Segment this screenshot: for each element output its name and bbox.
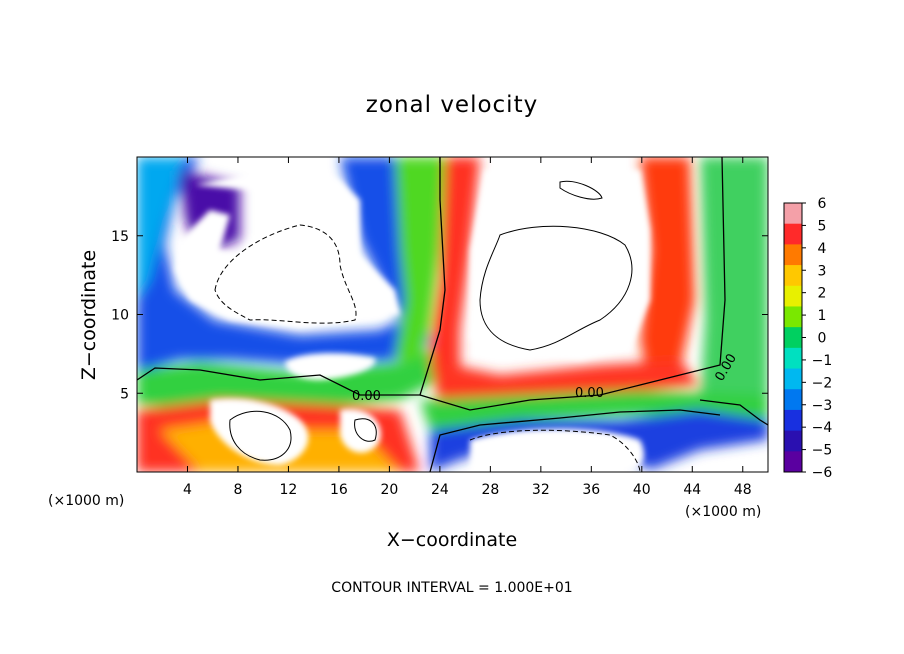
- colorbar-swatch: [784, 430, 802, 452]
- field-green-lower: [420, 390, 768, 430]
- contour-zero-left: [137, 157, 446, 396]
- field-white-upper-right: [470, 170, 650, 360]
- contour-interval-text: CONTOUR INTERVAL = 1.000E+01: [331, 580, 572, 596]
- colorbar-swatch: [784, 347, 802, 370]
- field-red-column: [430, 157, 480, 390]
- contour-dashed: [214, 224, 641, 472]
- colorbar-tick-label: −4: [812, 420, 833, 436]
- field-white-lower-mid: [470, 428, 644, 472]
- contour-positive-lower-left: [229, 410, 292, 461]
- field-white-upper-left: [175, 170, 400, 328]
- contour-label: 0.00: [352, 389, 381, 404]
- x-axis-label: X−coordinate: [387, 529, 517, 551]
- x-tick-label: 24: [431, 482, 449, 498]
- colorbar-swatch: [784, 265, 802, 287]
- heatmap-field: [137, 157, 768, 472]
- field-green-column: [395, 157, 445, 360]
- chart-title: zonal velocity: [366, 92, 538, 118]
- colorbar-tick-label: 1: [818, 308, 827, 324]
- colorbar-tick-label: −6: [812, 465, 833, 481]
- colorbar-tick-label: 6: [818, 196, 827, 212]
- colorbar-swatch: [784, 306, 802, 328]
- y-tick-label: 15: [111, 229, 129, 245]
- colorbar-swatch: [784, 203, 802, 225]
- x-tick-label: 36: [582, 482, 600, 498]
- y-axis: 5 10 15: [111, 229, 768, 402]
- x-tick-label: 12: [280, 482, 298, 498]
- field-blue-lower-right: [430, 410, 768, 472]
- colorbar-tick-label: 4: [818, 241, 827, 257]
- colorbar-tick-label: 2: [818, 286, 827, 302]
- contour-positive-small: [559, 180, 603, 200]
- x-tick-label: 44: [683, 482, 701, 498]
- colorbar-tick-label: −5: [812, 443, 833, 459]
- contour-lines: [137, 157, 768, 472]
- field-white-lower-left: [210, 398, 309, 465]
- field-green-right: [700, 157, 768, 400]
- contour-zero-mid: [419, 157, 726, 411]
- contour-positive-upper-right: [479, 225, 633, 351]
- x-tick-label: 32: [532, 482, 550, 498]
- x-tick-label: 8: [233, 482, 242, 498]
- field-white-lens: [285, 353, 376, 380]
- colorbar-tick-label: −3: [812, 398, 833, 414]
- contour-label: 0.00: [575, 386, 604, 401]
- colorbar-tick-label: 5: [818, 218, 827, 234]
- contour-negative-lower: [469, 429, 641, 472]
- colorbar-tick-label: 3: [818, 263, 827, 279]
- x-tick-label: 16: [330, 482, 348, 498]
- x-unit-left: (×1000 m): [48, 493, 124, 509]
- colorbar-swatch: [784, 244, 802, 266]
- y-tick-label: 5: [120, 386, 129, 402]
- y-tick-label: 10: [111, 308, 129, 324]
- colorbar-tick-label: −2: [812, 375, 833, 391]
- colorbar-swatch: [784, 285, 802, 307]
- contour-zero-lower: [429, 409, 721, 472]
- x-axis: 4 8 12 16 20 24 28 32 36 40 44 48: [183, 157, 752, 498]
- colorbar-tick-label: −1: [812, 353, 833, 369]
- colorbar-tick-label: 0: [818, 331, 827, 347]
- colorbar-swatch: [784, 368, 802, 390]
- x-tick-label: 28: [481, 482, 499, 498]
- colorbar-swatch: [784, 409, 802, 432]
- x-tick-label: 20: [380, 482, 398, 498]
- x-tick-label: 4: [183, 482, 192, 498]
- field-cyan-left: [137, 157, 185, 300]
- colorbar-swatch: [784, 451, 802, 473]
- colorbar-swatch: [784, 223, 802, 245]
- contour-positive-tiny: [354, 418, 377, 442]
- colorbar: 6 5 4 3 2 1 0 −1 −2 −3 −4 −5 −6: [783, 196, 833, 481]
- field-red-right: [640, 157, 695, 390]
- contour-negative-upper-left: [214, 224, 357, 324]
- x-tick-label: 48: [734, 482, 752, 498]
- x-unit-right: (×1000 m): [685, 504, 761, 520]
- colorbar-swatch: [784, 327, 802, 349]
- y-axis-label: Z−coordinate: [78, 250, 100, 380]
- x-tick-label: 40: [633, 482, 651, 498]
- contour-zero-right: [699, 399, 768, 426]
- colorbar-swatch: [784, 389, 802, 411]
